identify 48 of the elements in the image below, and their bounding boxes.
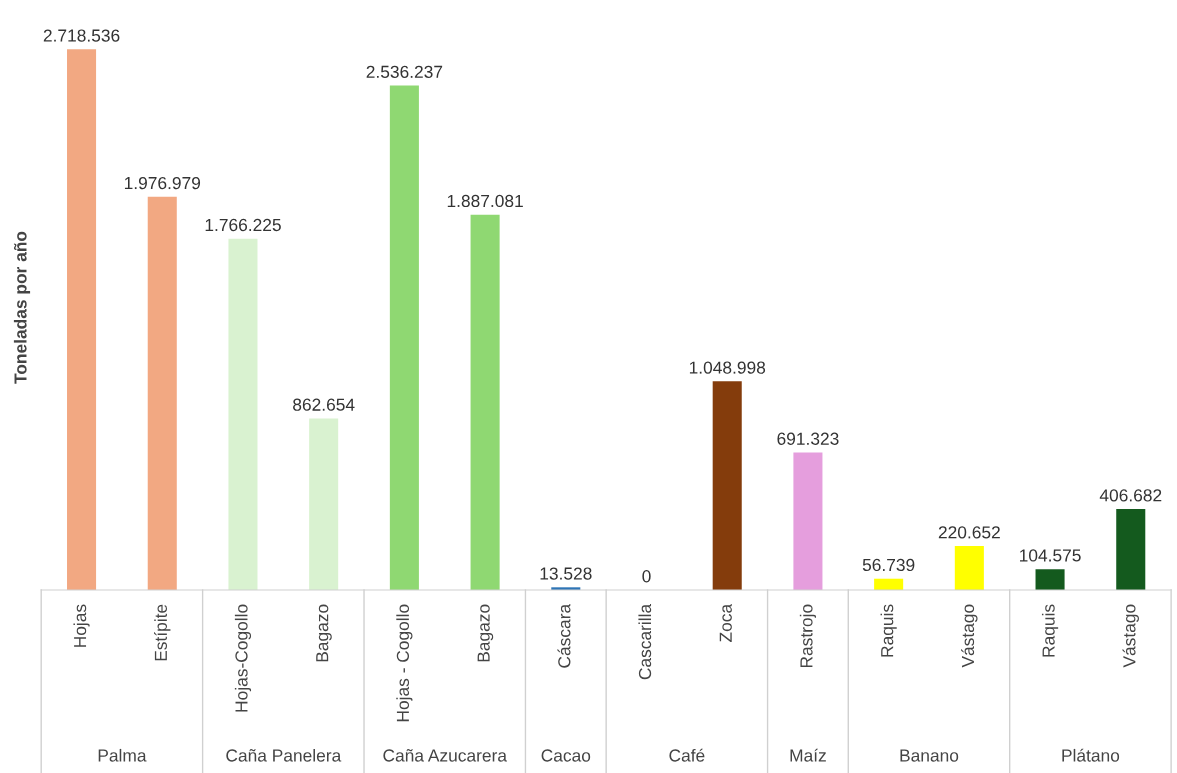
x-tick-label: Raquis [880, 604, 897, 657]
data-label: 104.575 [1020, 549, 1081, 562]
data-label: 2.536.237 [366, 65, 443, 78]
data-label: 1.976.979 [124, 176, 201, 190]
text: Cacao [541, 749, 591, 762]
x-tick-label: Bagazo [316, 604, 332, 662]
bar [147, 196, 177, 590]
bar [470, 214, 500, 590]
text: Caña Azucarera [383, 749, 507, 762]
x-tick-label: Rastrojo [799, 604, 817, 668]
text: Palma [98, 748, 147, 762]
data-label: 691.323 [777, 432, 839, 445]
bar [67, 49, 97, 590]
bar [1035, 569, 1065, 590]
data-label: 406.682 [1099, 489, 1162, 502]
x-tick-label: Hojas [73, 604, 90, 647]
data-label: 13.528 [540, 567, 592, 580]
data-label: 0 [642, 570, 651, 583]
bar [309, 418, 339, 590]
data-label: 56.739 [862, 558, 915, 572]
text: Plátano [1062, 748, 1120, 762]
x-tick-label: Cáscara [557, 603, 571, 668]
bar [712, 381, 742, 590]
x-tick-label: Bagazo [477, 604, 494, 662]
bar [228, 238, 258, 590]
data-label: 220.652 [938, 526, 1000, 539]
text: Maíz [790, 748, 826, 762]
text: Banano [900, 749, 959, 762]
x-tick-label: Raquis [1041, 604, 1059, 657]
bar [1116, 509, 1146, 590]
bar [389, 85, 419, 590]
x-tick-label: Cascarilla [638, 603, 652, 680]
data-label: 1.887.081 [447, 194, 523, 208]
bar [954, 546, 984, 590]
x-tick-label: Zoca [719, 603, 732, 642]
data-label: 1.766.225 [205, 218, 281, 232]
x-tick-label: Hojas-Cogollo [234, 604, 252, 712]
data-label: 2.718.536 [43, 29, 120, 42]
bar [793, 452, 823, 590]
data-label: 1.048.998 [689, 361, 766, 374]
text: Café [669, 748, 705, 762]
y-axis-title: Toneladas por año [13, 231, 31, 384]
x-tick-label: Vástago [961, 604, 978, 668]
x-tick-label: Estípite [154, 604, 171, 661]
x-tick-label: Vástago [1122, 604, 1139, 668]
data-label: 862.654 [293, 398, 355, 411]
x-tick-label: Hojas - Cogollo [396, 604, 413, 722]
text: Caña Panelera [226, 748, 342, 762]
